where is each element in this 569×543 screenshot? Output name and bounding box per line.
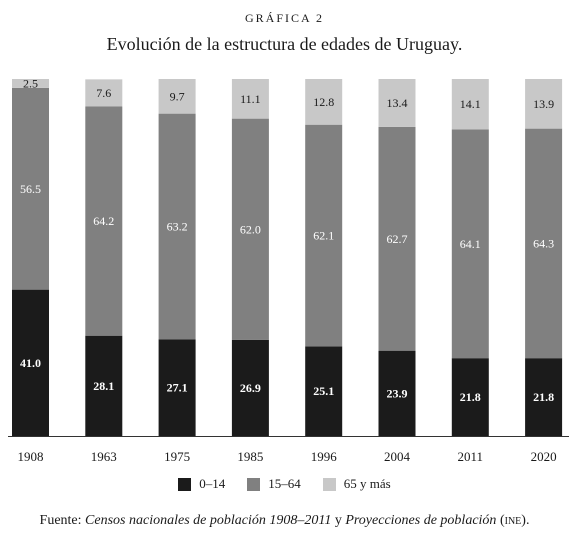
data-label-adult-1975: 63.2 bbox=[167, 219, 188, 233]
legend-swatch-young bbox=[178, 477, 192, 491]
data-label-adult-1963: 64.2 bbox=[93, 214, 114, 228]
data-label-old-2011: 14.1 bbox=[460, 97, 481, 111]
bar-segment-young-2004 bbox=[378, 350, 416, 436]
bar-segment-adult-1963 bbox=[85, 106, 123, 336]
legend-item-old: 65 y más bbox=[322, 476, 391, 492]
bar-segment-old-1996 bbox=[305, 79, 343, 125]
data-label-old-1996: 12.8 bbox=[313, 95, 334, 109]
bar-segment-old-1908 bbox=[12, 79, 49, 88]
bar-segment-adult-2004 bbox=[378, 126, 416, 351]
legend-swatch-adult bbox=[247, 477, 261, 491]
legend-item-adult: 15–64 bbox=[247, 476, 301, 492]
source-note: Fuente: Censos nacionales de población 1… bbox=[0, 513, 569, 529]
source-paren-close: ). bbox=[521, 513, 530, 528]
x-tick-label-1963: 1963 bbox=[91, 449, 117, 464]
bar-segment-adult-2020 bbox=[525, 128, 563, 359]
bar-segment-adult-2011 bbox=[451, 129, 489, 359]
data-label-adult-2004: 62.7 bbox=[387, 232, 408, 246]
x-tick-label-1908: 1908 bbox=[18, 449, 44, 464]
source-conjunction: y bbox=[331, 513, 346, 528]
bar-segment-young-1996 bbox=[305, 346, 343, 436]
source-prefix: Fuente: bbox=[39, 513, 86, 528]
data-label-old-1963: 7.6 bbox=[96, 86, 111, 100]
bar-segment-young-1963 bbox=[85, 335, 123, 436]
bar-segment-adult-1985 bbox=[231, 118, 269, 340]
data-label-young-2020: 21.8 bbox=[533, 390, 554, 404]
data-label-young-1985: 26.9 bbox=[240, 381, 261, 395]
data-label-adult-2011: 64.1 bbox=[460, 237, 481, 251]
bar-segment-old-1963 bbox=[85, 79, 123, 107]
data-label-young-2011: 21.8 bbox=[460, 390, 481, 404]
bar-segment-adult-1908 bbox=[12, 87, 49, 290]
bar-segment-old-2004 bbox=[378, 79, 416, 127]
data-label-adult-1985: 62.0 bbox=[240, 222, 261, 236]
legend-label-adult: 15–64 bbox=[268, 476, 301, 491]
data-label-adult-2020: 64.3 bbox=[533, 236, 554, 250]
data-label-adult-1996: 62.1 bbox=[313, 229, 334, 243]
x-tick-label-2011: 2011 bbox=[458, 449, 484, 464]
legend-label-young: 0–14 bbox=[199, 476, 226, 491]
x-tick-label-2004: 2004 bbox=[384, 449, 411, 464]
source-org: ine bbox=[504, 513, 522, 528]
data-label-young-1975: 27.1 bbox=[167, 381, 188, 395]
stacked-bar-chart: 41.0 56.5 2.5 1908 28.1 64.2 7.6 1963 27.1 63.2 9.… bbox=[8, 76, 569, 464]
x-tick-label-2020: 2020 bbox=[531, 449, 557, 464]
data-label-old-1975: 9.7 bbox=[170, 89, 185, 103]
data-label-old-2020: 13.9 bbox=[533, 97, 554, 111]
data-label-adult-1908: 56.5 bbox=[20, 182, 41, 196]
source-paren-open: ( bbox=[496, 513, 505, 528]
x-tick-label-1975: 1975 bbox=[164, 449, 190, 464]
bar-segment-young-1908 bbox=[12, 289, 49, 436]
legend: 0–14 15–64 65 y más bbox=[0, 476, 569, 492]
chart-kicker: GRÁFICA 2 bbox=[244, 11, 324, 25]
legend-item-young: 0–14 bbox=[178, 476, 225, 492]
data-label-young-2004: 23.9 bbox=[387, 386, 408, 400]
legend-swatch-old bbox=[322, 477, 336, 491]
data-label-old-1985: 11.1 bbox=[240, 92, 261, 106]
x-tick-label-1985: 1985 bbox=[237, 449, 263, 464]
data-label-young-1996: 25.1 bbox=[313, 384, 334, 398]
bar-segment-young-2011 bbox=[451, 358, 489, 436]
data-label-old-1908: 2.5 bbox=[23, 76, 38, 90]
data-label-young-1963: 28.1 bbox=[93, 379, 114, 393]
bar-segment-adult-1975 bbox=[158, 113, 196, 340]
bar-segment-old-2011 bbox=[451, 79, 489, 130]
bar-segment-young-1975 bbox=[158, 339, 196, 436]
bar-segment-young-2020 bbox=[525, 358, 563, 436]
bar-segment-old-2020 bbox=[525, 79, 563, 129]
source-projections: Proyecciones de población bbox=[345, 513, 497, 528]
chart-title: Evolución de la estructura de edades de … bbox=[106, 34, 463, 54]
bar-segment-young-1985 bbox=[231, 339, 269, 436]
data-label-old-2004: 13.4 bbox=[387, 96, 408, 110]
data-label-young-1908: 41.0 bbox=[20, 356, 41, 370]
bar-segment-adult-1996 bbox=[305, 124, 343, 347]
bar-segment-old-1975 bbox=[158, 79, 196, 114]
source-census: Censos nacionales de población 1908–2011 bbox=[85, 513, 332, 528]
x-tick-label-1996: 1996 bbox=[311, 449, 338, 464]
bar-segment-old-1985 bbox=[231, 79, 269, 119]
legend-label-old: 65 y más bbox=[343, 476, 391, 491]
